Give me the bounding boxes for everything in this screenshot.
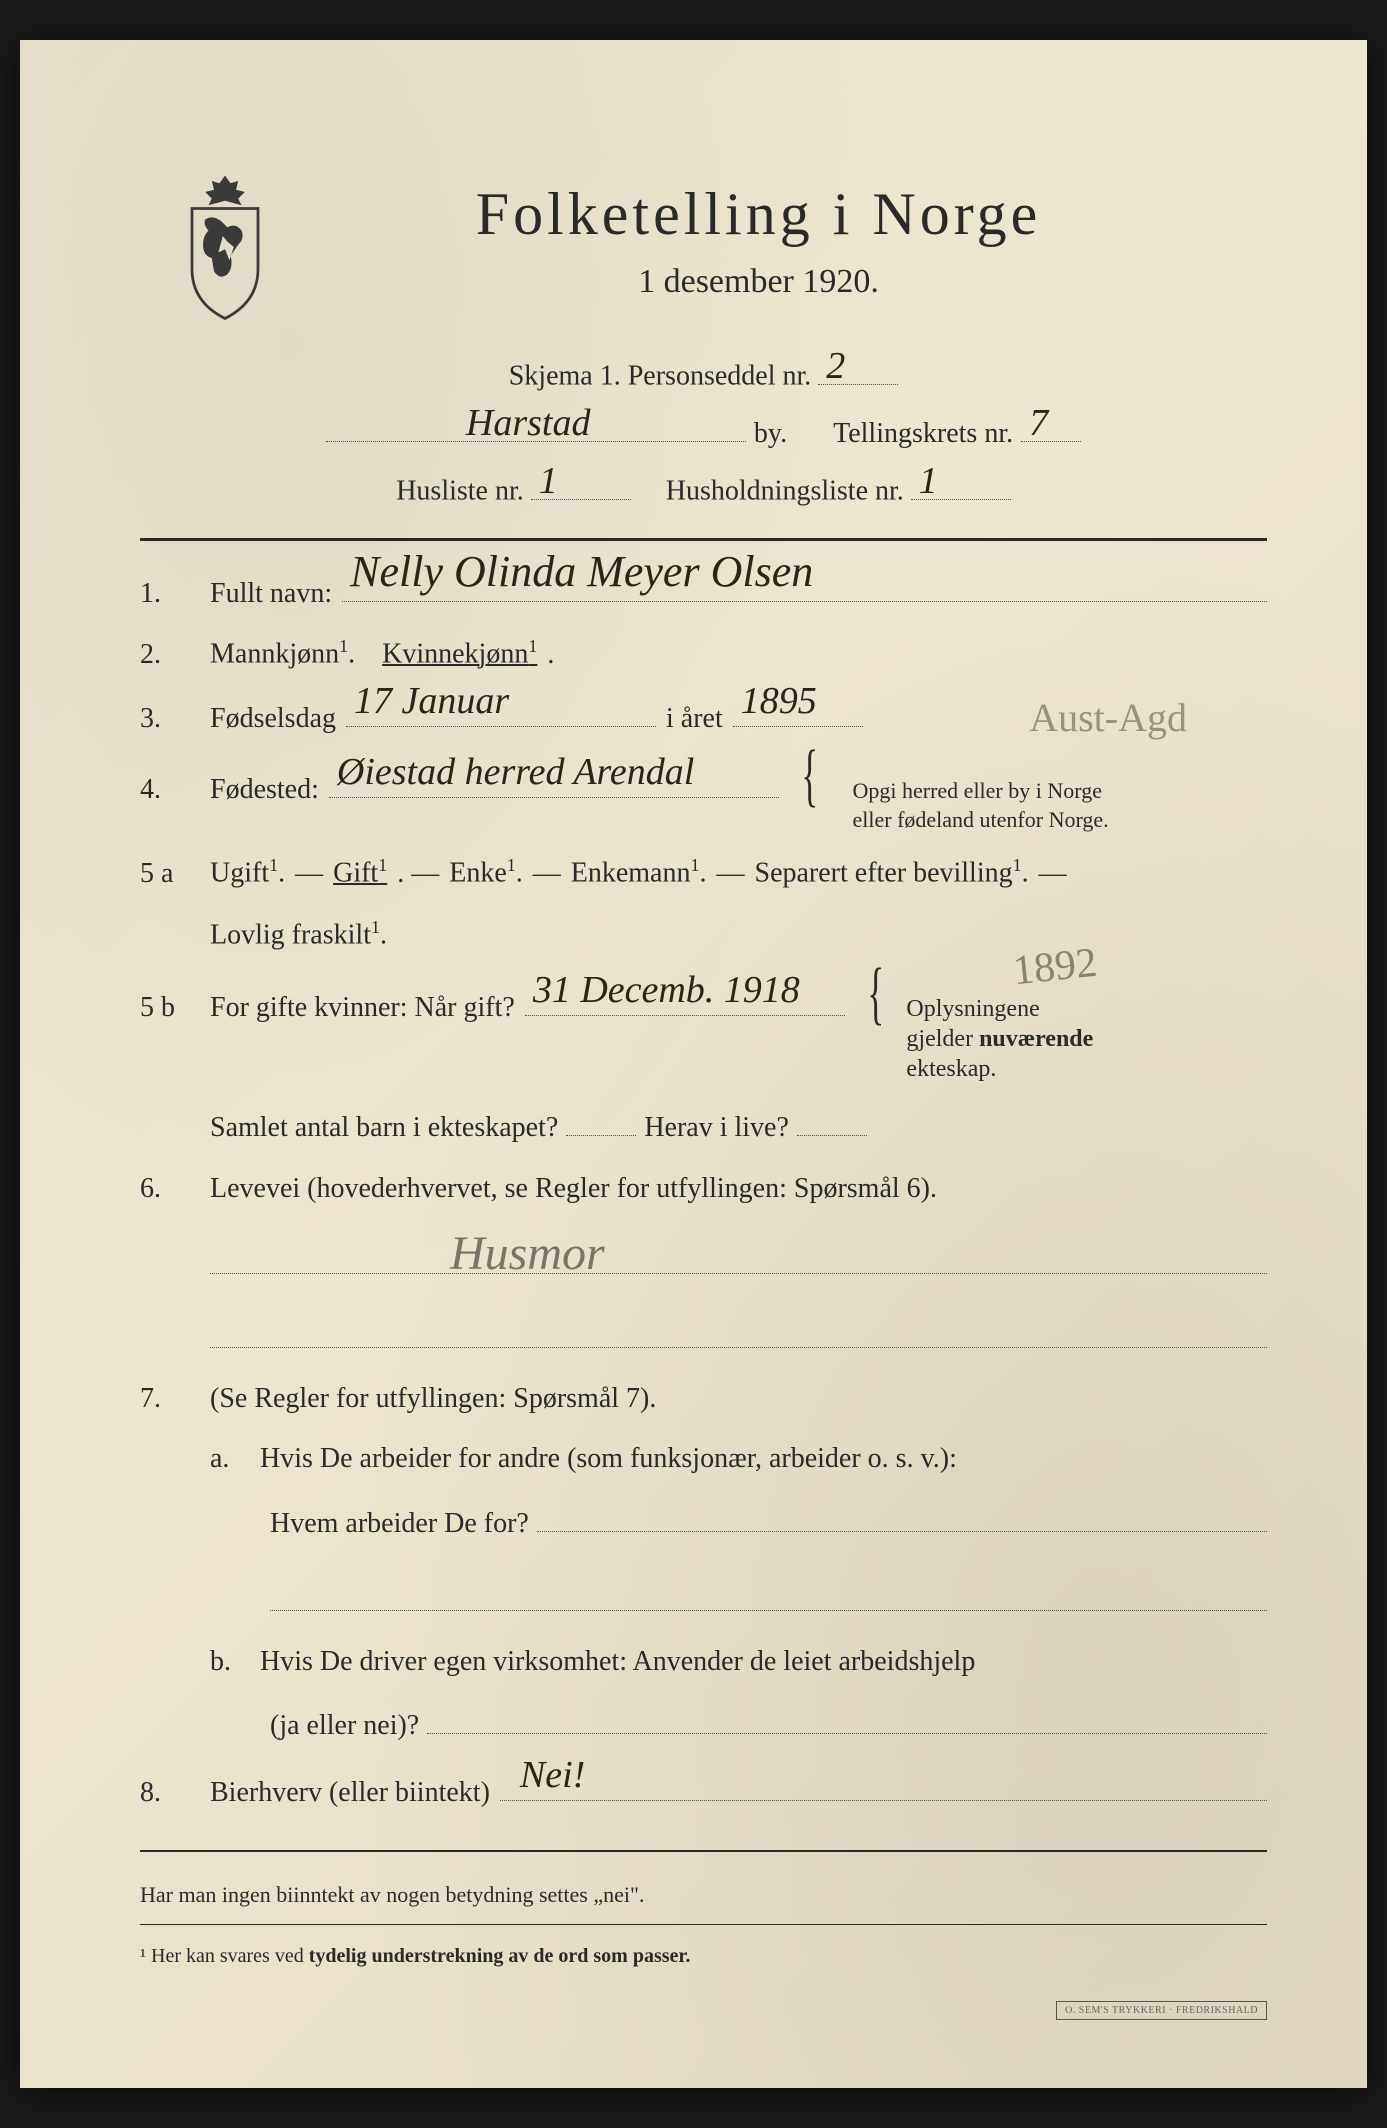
by-value: Harstad bbox=[466, 401, 591, 445]
q1-label: Fullt navn: bbox=[210, 573, 332, 615]
q6-label: Levevei (hovederhvervet, se Regler for u… bbox=[210, 1168, 937, 1210]
footnote-2: ¹ Her kan svares ved tydelig understrekn… bbox=[140, 1945, 1267, 1968]
q8-label: Bierhverv (eller biintekt) bbox=[210, 1772, 490, 1814]
q3-num: 3. bbox=[140, 698, 200, 740]
q7-num: 7. bbox=[140, 1378, 200, 1420]
meta-line-2: Harstad by. Tellingskrets nr. 7 bbox=[140, 409, 1267, 451]
q1-value: Nelly Olinda Meyer Olsen bbox=[350, 539, 813, 605]
q5a-opt-4: Separert efter bevilling1. bbox=[755, 852, 1029, 894]
q7-label: (Se Regler for utfyllingen: Spørsmål 7). bbox=[210, 1378, 656, 1420]
q5b-row: 5 b For gifte kvinner: Når gift? 31 Dece… bbox=[140, 976, 1267, 1084]
form-date: 1 desember 1920. bbox=[140, 263, 1267, 301]
q5a-num: 5 a bbox=[140, 853, 200, 895]
husholdning-nr: 1 bbox=[919, 459, 938, 503]
q7a-row: a. Hvis De arbeider for andre (som funks… bbox=[210, 1438, 1267, 1480]
q7a-num: a. bbox=[210, 1438, 250, 1480]
husliste-nr: 1 bbox=[539, 459, 558, 503]
q4-row: 4. Fødested: Øiestad herred Arendal { Op… bbox=[140, 758, 1267, 834]
q1-num: 1. bbox=[140, 573, 200, 615]
q8-value: Nei! bbox=[520, 1747, 585, 1804]
tellingskrets-nr: 7 bbox=[1029, 401, 1048, 445]
q3-year: 1895 bbox=[741, 673, 817, 730]
q2-male: Mannkjønn1. bbox=[210, 633, 355, 675]
q6-row: 6. Levevei (hovederhvervet, se Regler fo… bbox=[140, 1168, 1267, 1210]
q6-value: Husmor bbox=[450, 1226, 605, 1281]
meta-line-3: Husliste nr. 1 Husholdningsliste nr. 1 bbox=[140, 466, 1267, 508]
q5b-date: 31 Decemb. 1918 bbox=[533, 962, 800, 1019]
q3-daymonth: 17 Januar bbox=[354, 673, 509, 730]
q7b-num: b. bbox=[210, 1641, 250, 1683]
q7a-l2-row: Hvem arbeider De for? bbox=[270, 1498, 1267, 1546]
q7-row: 7. (Se Regler for utfyllingen: Spørsmål … bbox=[140, 1378, 1267, 1420]
q3-row: 3. Fødselsdag 17 Januar i året 1895 Aust… bbox=[140, 694, 1267, 741]
q3-label: Fødselsdag bbox=[210, 698, 336, 740]
q2-female: Kvinnekjønn1 bbox=[382, 633, 537, 675]
divider bbox=[140, 1850, 1267, 1852]
q2-row: 2. Mannkjønn1. Kvinnekjønn1. bbox=[140, 633, 1267, 675]
q7a-blank bbox=[270, 1577, 1267, 1611]
brace-icon: { bbox=[801, 758, 818, 793]
q5a-opt-2: Enke1. bbox=[449, 852, 523, 894]
q3-mid: i året bbox=[666, 698, 723, 740]
q3-pencil-note: Aust-Agd bbox=[1029, 688, 1187, 748]
personseddel-nr: 2 bbox=[826, 344, 845, 388]
q5a-row: 5 a Ugift1. — Gift1. — Enke1. — Enkemann… bbox=[140, 852, 1267, 894]
q5a-opt-1: Gift1 bbox=[333, 852, 387, 894]
q7b-l1: Hvis De driver egen virksomhet: Anvender… bbox=[260, 1641, 975, 1683]
q5b-num: 5 b bbox=[140, 987, 200, 1029]
q7a-l1: Hvis De arbeider for andre (som funksjon… bbox=[260, 1438, 957, 1480]
q7a-l2: Hvem arbeider De for? bbox=[270, 1502, 529, 1547]
form-header: Folketelling i Norge 1 desember 1920. Sk… bbox=[140, 180, 1267, 508]
q4-num: 4. bbox=[140, 769, 200, 811]
coat-of-arms-icon bbox=[170, 170, 280, 320]
printer-stamp: O. SEM'S TRYKKERI · FREDRIKSHALD bbox=[1056, 2001, 1267, 2020]
q5b-label: For gifte kvinner: Når gift? bbox=[210, 987, 515, 1029]
q7b-row: b. Hvis De driver egen virksomhet: Anven… bbox=[210, 1641, 1267, 1683]
husliste-label: Husliste nr. bbox=[396, 476, 524, 507]
q6-blank-line bbox=[210, 1314, 1267, 1348]
q2-num: 2. bbox=[140, 634, 200, 676]
q5b-sidenote: Oplysningene gjelder nuværende ekteskap. bbox=[906, 994, 1093, 1084]
q5b-pencil-year: 1892 bbox=[1010, 932, 1100, 1003]
meta-line-1: Skjema 1. Personseddel nr. 2 bbox=[140, 351, 1267, 393]
by-label: by. bbox=[754, 418, 787, 450]
tellingskrets-label: Tellingskrets nr. bbox=[833, 418, 1013, 450]
husholdning-label: Husholdningsliste nr. bbox=[666, 476, 904, 507]
q6-answer-line: Husmor bbox=[210, 1240, 1267, 1274]
census-form-page: Folketelling i Norge 1 desember 1920. Sk… bbox=[20, 40, 1367, 2088]
q1-row: 1. Fullt navn: Nelly Olinda Meyer Olsen bbox=[140, 569, 1267, 616]
q8-row: 8. Bierhverv (eller biintekt) Nei! bbox=[140, 1767, 1267, 1814]
footnote-1: Har man ingen biinntekt av nogen betydni… bbox=[140, 1882, 1267, 1908]
q5a-line2: Lovlig fraskilt1. bbox=[210, 913, 1267, 958]
q5a-opt-3: Enkemann1. bbox=[571, 852, 707, 894]
q6-num: 6. bbox=[140, 1168, 200, 1210]
q5b-line2: Samlet antal barn i ekteskapet? Herav i … bbox=[210, 1102, 970, 1150]
q4-label: Fødested: bbox=[210, 769, 319, 811]
q7b-l2: (ja eller nei)? bbox=[270, 1704, 419, 1749]
q8-num: 8. bbox=[140, 1772, 200, 1814]
q7b-l2-row: (ja eller nei)? bbox=[270, 1701, 1267, 1749]
q4-sidenote: Opgi herred eller by i Norge eller fødel… bbox=[853, 777, 1109, 834]
form-title: Folketelling i Norge bbox=[140, 180, 1267, 249]
divider bbox=[140, 1924, 1267, 1925]
q4-value: Øiestad herred Arendal bbox=[337, 744, 694, 801]
brace-icon: { bbox=[867, 976, 884, 1011]
skjema-label: Skjema 1. Personseddel nr. bbox=[509, 361, 812, 392]
q5a-opt-0: Ugift1. bbox=[210, 852, 285, 894]
